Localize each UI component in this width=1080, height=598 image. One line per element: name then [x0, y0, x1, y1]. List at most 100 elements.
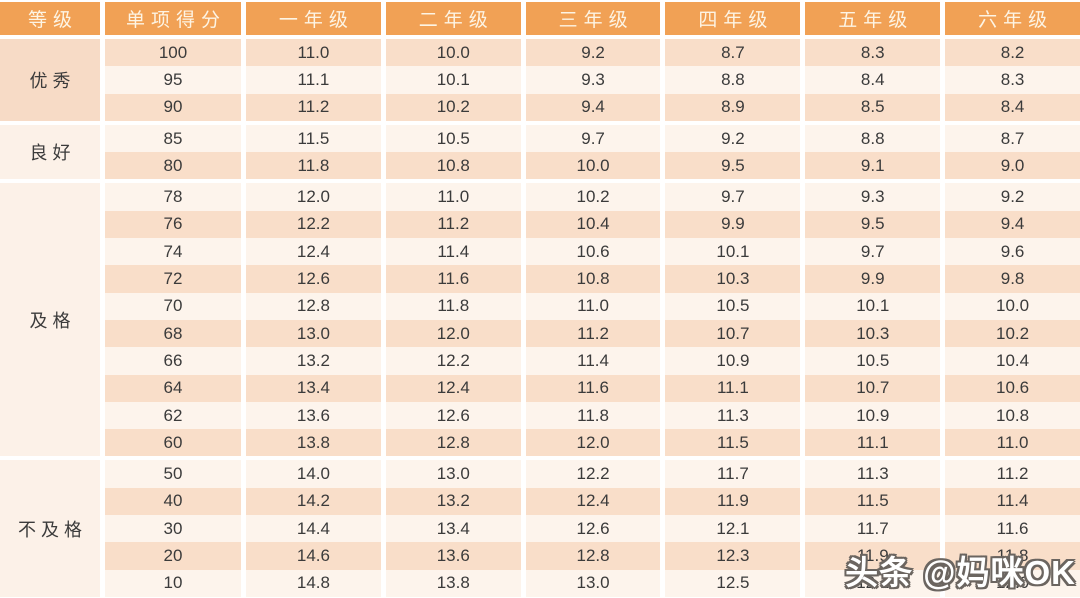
table-cell: 12.6	[246, 265, 381, 293]
group-label-cell: 及格	[0, 183, 100, 457]
table-cell: 10.6	[525, 238, 661, 266]
score-cell: 10	[105, 569, 241, 597]
table-cell: 13.0	[246, 319, 381, 348]
table-cell: 11.2	[246, 93, 381, 121]
score-cell: 64	[105, 374, 241, 402]
column-header: 等级	[0, 2, 100, 35]
column-header: 一年级	[246, 2, 381, 35]
table-header-row: 等级 单项得分 一年级 二年级 三年级 四年级 五年级 六年级	[0, 2, 1080, 35]
table-cell: 12.3	[665, 542, 801, 570]
table-cell: 10.2	[385, 93, 521, 121]
table-group: 不及格 50 14.0 13.0 12.2 11.7 11.3 11.2 40 14.2 13.2 1…	[0, 460, 1080, 597]
table-group: 优秀 100 11.0 10.0 9.2 8.7 8.3 8.2 95 11.1 10.1 9.3 8.…	[0, 39, 1080, 121]
table-cell: 12.4	[385, 374, 521, 402]
table-cell: 13.4	[246, 374, 381, 402]
table-cell: 9.7	[525, 124, 661, 153]
table-cell: 12.2	[246, 210, 381, 239]
table-cell: 12.5	[665, 569, 801, 597]
score-cell: 76	[105, 210, 241, 239]
table-cell: 12.8	[385, 429, 521, 457]
score-cell: 66	[105, 347, 241, 375]
table-cell: 11.8	[246, 152, 381, 180]
table-cell: 14.6	[246, 542, 381, 570]
table-cell: 9.5	[805, 210, 941, 239]
table-cell: 12.0	[945, 569, 1080, 597]
table-cell: 9.3	[805, 183, 941, 211]
table-cell: 10.5	[385, 124, 521, 153]
score-cell: 60	[105, 429, 241, 457]
column-header: 四年级	[665, 2, 801, 35]
table-cell: 11.2	[525, 319, 661, 348]
table-cell: 10.1	[805, 292, 941, 320]
table-group: 及格 78 12.0 11.0 10.2 9.7 9.3 9.2 76 12.2 11.2 10.4 9…	[0, 183, 1080, 457]
table-cell: 11.5	[246, 124, 381, 153]
table-cell: 10.5	[805, 347, 941, 375]
table-cell: 13.0	[385, 460, 521, 488]
table-cell: 9.5	[665, 152, 801, 180]
table-cell: 12.1	[805, 569, 941, 597]
table-cell: 10.9	[805, 401, 941, 430]
table-cell: 9.1	[805, 152, 941, 180]
score-cell: 78	[105, 183, 241, 211]
table-cell: 11.8	[525, 401, 661, 430]
table-cell: 14.4	[246, 515, 381, 543]
table-cell: 11.6	[385, 265, 521, 293]
score-cell: 72	[105, 265, 241, 293]
table-cell: 11.0	[945, 429, 1080, 457]
table-cell: 9.8	[945, 265, 1080, 293]
table-cell: 9.6	[945, 238, 1080, 266]
table-cell: 13.2	[246, 347, 381, 375]
score-cell: 20	[105, 542, 241, 570]
table-cell: 10.3	[805, 319, 941, 348]
table-cell: 10.0	[525, 152, 661, 180]
table-cell: 11.1	[805, 429, 941, 457]
column-header: 二年级	[385, 2, 521, 35]
table-cell: 9.4	[525, 93, 661, 121]
table-cell: 8.5	[805, 93, 941, 121]
table-cell: 9.3	[525, 66, 661, 94]
table-cell: 11.0	[385, 183, 521, 211]
table-cell: 9.7	[805, 238, 941, 266]
table-cell: 10.4	[945, 347, 1080, 375]
table-cell: 11.1	[665, 374, 801, 402]
group-label-cell: 优秀	[0, 39, 100, 121]
table-cell: 14.8	[246, 569, 381, 597]
table-cell: 12.4	[525, 487, 661, 516]
score-cell: 74	[105, 238, 241, 266]
table-cell: 9.7	[665, 183, 801, 211]
table-cell: 8.3	[945, 66, 1080, 94]
table-cell: 11.0	[246, 39, 381, 67]
score-cell: 70	[105, 292, 241, 320]
column-header: 单项得分	[105, 2, 241, 35]
column-header: 五年级	[805, 2, 941, 35]
table-cell: 12.1	[665, 515, 801, 543]
score-cell: 62	[105, 401, 241, 430]
table-cell: 13.6	[385, 542, 521, 570]
watermark: 头条 @妈咪OK	[845, 554, 1076, 591]
table-cell: 13.2	[385, 487, 521, 516]
table-cell: 8.4	[805, 66, 941, 94]
table-cell: 11.2	[385, 210, 521, 239]
table-cell: 11.5	[665, 429, 801, 457]
table-cell: 11.4	[525, 347, 661, 375]
column-header: 三年级	[525, 2, 661, 35]
table-cell: 8.3	[805, 39, 941, 67]
table-cell: 9.2	[665, 124, 801, 153]
table-cell: 9.9	[665, 210, 801, 239]
table-cell: 10.9	[665, 347, 801, 375]
table-cell: 11.4	[945, 487, 1080, 516]
table-cell: 10.8	[385, 152, 521, 180]
table-cell: 9.4	[945, 210, 1080, 239]
table-cell: 8.4	[945, 93, 1080, 121]
table-cell: 13.4	[385, 515, 521, 543]
table-cell: 11.1	[246, 66, 381, 94]
score-cell: 80	[105, 152, 241, 180]
table-cell: 9.9	[805, 265, 941, 293]
table-cell: 11.3	[665, 401, 801, 430]
table-cell: 11.9	[805, 542, 941, 570]
table-cell: 11.6	[945, 515, 1080, 543]
score-cell: 30	[105, 515, 241, 543]
table-cell: 14.0	[246, 460, 381, 488]
